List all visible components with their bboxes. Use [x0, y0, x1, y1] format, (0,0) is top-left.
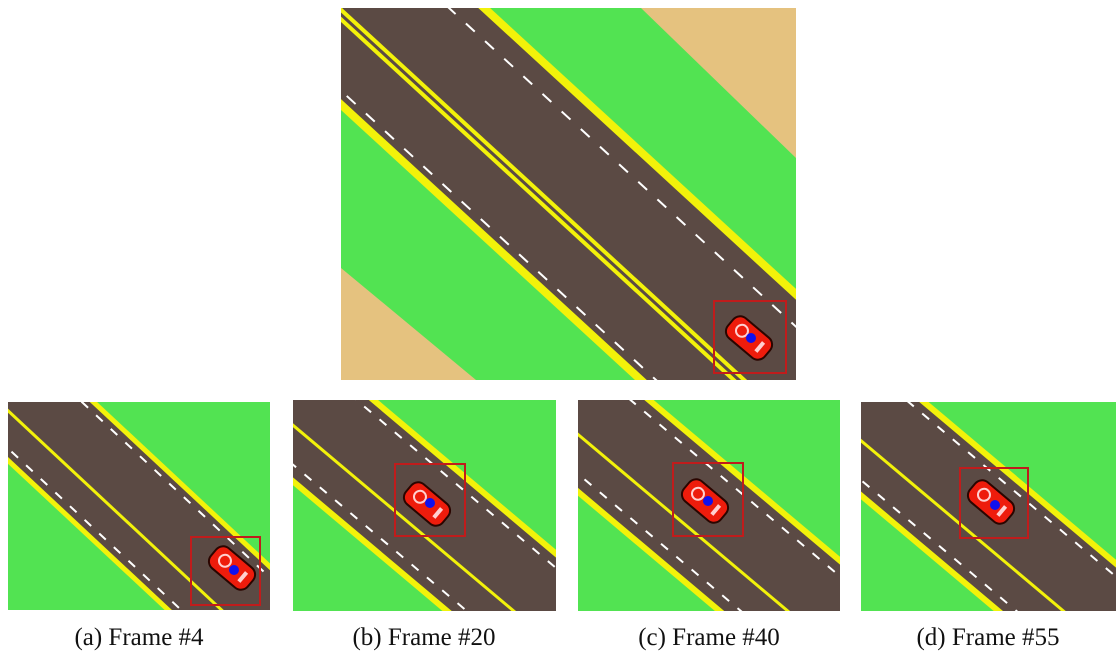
frame-55 — [861, 402, 1116, 611]
lane-dashes-right — [447, 8, 796, 329]
track-center-dot — [425, 498, 435, 508]
tracking-box — [394, 463, 466, 537]
tracking-box — [713, 300, 787, 374]
tracking-box — [959, 467, 1029, 539]
road — [861, 402, 1116, 611]
road — [578, 400, 840, 611]
sand-corner-top-right — [641, 8, 796, 158]
center-yellow-line — [861, 438, 1066, 611]
caption-frame-40: (c) Frame #40 — [638, 624, 780, 651]
track-center-dot — [229, 565, 239, 575]
center-yellow-line-right — [341, 8, 748, 380]
caption-frame-55: (d) Frame #55 — [916, 624, 1060, 651]
frame-20 — [293, 400, 556, 611]
tracking-box — [190, 536, 261, 606]
lane-dashes-right — [80, 402, 270, 579]
lane-dashes-right — [628, 400, 840, 578]
frame-40-scene — [578, 400, 840, 611]
center-yellow-line — [293, 423, 517, 611]
road — [8, 402, 270, 610]
track-center-dot — [990, 500, 1000, 510]
sand-corner-bottom-left — [341, 268, 476, 380]
frame-4-scene — [8, 402, 270, 610]
tracking-box — [672, 462, 744, 537]
caption-frame-20: (b) Frame #20 — [352, 624, 496, 651]
frame-40 — [578, 400, 840, 611]
center-yellow-line — [8, 408, 224, 610]
road — [341, 8, 796, 380]
center-yellow-line-left — [341, 16, 737, 380]
lane-dashes-left — [8, 446, 183, 610]
caption-frame-4: (a) Frame #4 — [74, 624, 204, 651]
lane-dashes-right — [906, 402, 1116, 578]
main-frame-scene — [341, 8, 796, 380]
frame-20-scene — [293, 400, 556, 611]
track-center-dot — [746, 333, 756, 343]
center-yellow-line — [578, 432, 791, 611]
frame-4 — [8, 402, 270, 610]
frame-55-scene — [861, 402, 1116, 611]
main-frame — [341, 8, 796, 380]
track-center-dot — [703, 496, 713, 506]
